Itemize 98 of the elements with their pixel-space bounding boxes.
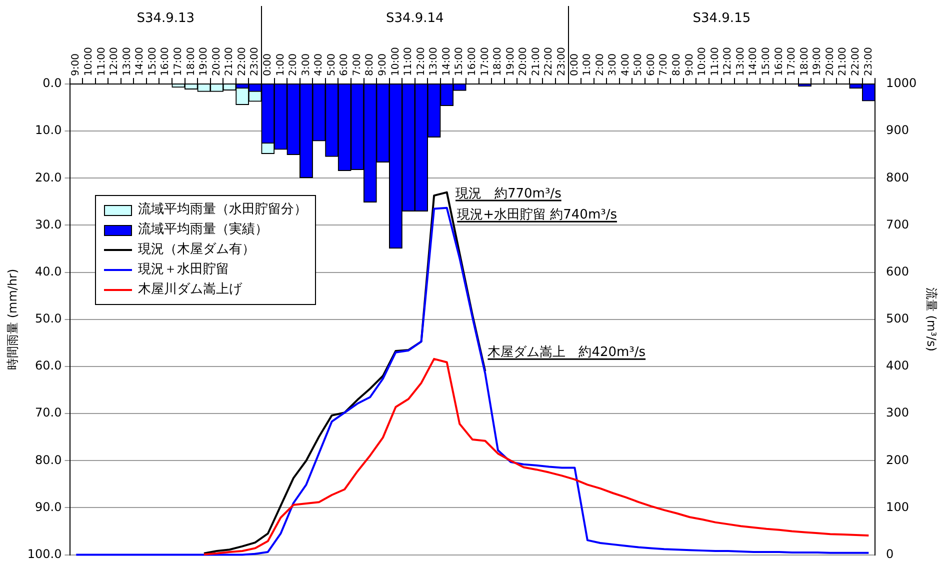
legend-label: 木屋川ダム嵩上げ <box>138 281 242 299</box>
y-tick-label: 80.0 <box>35 452 62 467</box>
x-tick-label: 9:00 <box>378 54 389 76</box>
y-tick-label: 20.0 <box>35 170 62 184</box>
y-tick-label: 10.0 <box>35 123 62 138</box>
x-tick-label: 10:00 <box>84 47 95 76</box>
y-tick-label: 100.0 <box>27 546 62 561</box>
x-tick-label: 1:00 <box>275 54 286 76</box>
x-tick-label: 6:00 <box>646 54 657 76</box>
x-tick-label: 9:00 <box>684 54 696 76</box>
y2-tick-label: 1000 <box>886 76 917 90</box>
y-tick-label: 90.0 <box>35 500 62 514</box>
x-tick-label: 11:00 <box>96 47 108 76</box>
y2-tick-label: 400 <box>886 358 909 373</box>
y2-tick-label: 200 <box>886 452 909 467</box>
x-tick-label: 0:00 <box>569 54 580 76</box>
y-tick-label: 0.0 <box>42 76 62 90</box>
y2-tick-label: 800 <box>886 170 909 184</box>
x-tick-label: 18:00 <box>186 47 197 76</box>
x-tick-label: 5:00 <box>633 54 644 76</box>
x-tick-label: 2:00 <box>288 54 300 76</box>
legend-label: 流域平均雨量（実績） <box>138 221 268 239</box>
y-tick-label: 60.0 <box>35 358 62 373</box>
x-tick-label: 17:00 <box>786 47 798 76</box>
legend-label: 流域平均雨量（水田貯留分） <box>138 201 307 219</box>
x-tick-label: 19:00 <box>812 47 824 76</box>
x-tick-label: 16:00 <box>774 47 785 76</box>
x-tick-label: 19:00 <box>198 47 210 76</box>
x-tick-label: 3:00 <box>608 54 619 76</box>
y-tick-label: 40.0 <box>35 264 62 278</box>
y2-tick-label: 100 <box>886 500 909 514</box>
text: S34.9.13 <box>136 11 195 26</box>
legend-label: 現況＋水田貯留 <box>138 261 229 279</box>
x-tick-label: 13:00 <box>122 47 133 76</box>
x-tick-label: 20:00 <box>824 47 836 76</box>
annotation: 現況+水田貯留 約740m³/s <box>457 208 618 223</box>
x-tick-label: 1:00 <box>582 54 594 76</box>
legend-label: 現況（木屋ダム有） <box>138 241 255 259</box>
x-tick-label: 17:00 <box>480 47 491 76</box>
x-tick-label: 15:00 <box>147 47 158 76</box>
x-tick-label: 23:00 <box>863 47 874 76</box>
x-tick-label: 22:00 <box>544 47 555 76</box>
x-tick-label: 12:00 <box>722 47 734 76</box>
x-tick-label: 16:00 <box>160 47 172 76</box>
x-tick-label: 11:00 <box>403 47 414 76</box>
x-tick-label: 6:00 <box>339 54 350 76</box>
annotation: 現況 約770m³/s <box>455 186 562 202</box>
x-tick-label: 16:00 <box>467 47 478 76</box>
x-tick-label: 14:00 <box>441 47 452 76</box>
x-tick-label: 14:00 <box>134 47 146 76</box>
x-tick-label: 21:00 <box>224 47 236 76</box>
y2-tick-label: 700 <box>886 217 909 232</box>
x-tick-label: 13:00 <box>735 47 746 76</box>
x-tick-label: 20:00 <box>518 47 530 76</box>
y2-tick-label: 500 <box>886 312 909 326</box>
y2-tick-label: 900 <box>886 123 909 138</box>
y2-tick-label: 600 <box>886 264 909 278</box>
x-tick-label: 15:00 <box>454 47 466 76</box>
y2-axis-title: 流量 (m³/s) <box>924 287 939 352</box>
x-tick-label: 19:00 <box>505 47 516 76</box>
x-tick-label: 10:00 <box>390 47 402 76</box>
x-tick-label: 23:00 <box>250 47 261 76</box>
y2-tick-label: 300 <box>886 406 909 420</box>
x-tick-label: 20:00 <box>211 47 222 76</box>
x-tick-label: 4:00 <box>314 54 325 76</box>
x-tick-label: 14:00 <box>748 47 760 76</box>
x-tick-label: 0:00 <box>262 54 274 76</box>
y-tick-label: 70.0 <box>35 406 62 420</box>
x-tick-label: 5:00 <box>326 54 338 76</box>
x-tick-label: 4:00 <box>620 54 632 76</box>
x-tick-label: 7:00 <box>352 54 363 76</box>
y2-tick-label: 0 <box>886 546 894 561</box>
x-tick-label: 15:00 <box>761 47 772 76</box>
x-tick-label: 18:00 <box>799 47 810 76</box>
y-tick-label: 50.0 <box>35 312 62 326</box>
x-tick-label: 21:00 <box>838 47 849 76</box>
x-tick-label: 13:00 <box>428 47 440 76</box>
x-tick-label: 10:00 <box>697 47 708 76</box>
x-tick-label: 22:00 <box>850 47 862 76</box>
text: S34.9.15 <box>692 11 751 26</box>
x-tick-label: 18:00 <box>492 47 504 76</box>
x-tick-label: 3:00 <box>300 54 312 76</box>
x-tick-label: 22:00 <box>236 47 248 76</box>
y-axis-title: 時間雨量 (mm/hr) <box>5 268 20 370</box>
x-tick-label: 8:00 <box>672 54 683 76</box>
x-tick-label: 17:00 <box>173 47 184 76</box>
x-tick-label: 7:00 <box>658 54 670 76</box>
x-tick-label: 23:00 <box>556 47 568 76</box>
annotation: 木屋ダム嵩上 約420m³/s <box>488 345 646 360</box>
x-tick-label: 12:00 <box>109 47 120 76</box>
x-tick-label: 11:00 <box>710 47 721 76</box>
y-tick-label: 30.0 <box>35 217 62 232</box>
x-tick-label: 12:00 <box>416 47 427 76</box>
text: S34.9.14 <box>386 11 444 26</box>
x-tick-label: 8:00 <box>364 54 376 76</box>
x-tick-label: 21:00 <box>530 47 542 76</box>
x-tick-label: 2:00 <box>594 54 606 76</box>
x-tick-label: 9:00 <box>70 54 82 76</box>
